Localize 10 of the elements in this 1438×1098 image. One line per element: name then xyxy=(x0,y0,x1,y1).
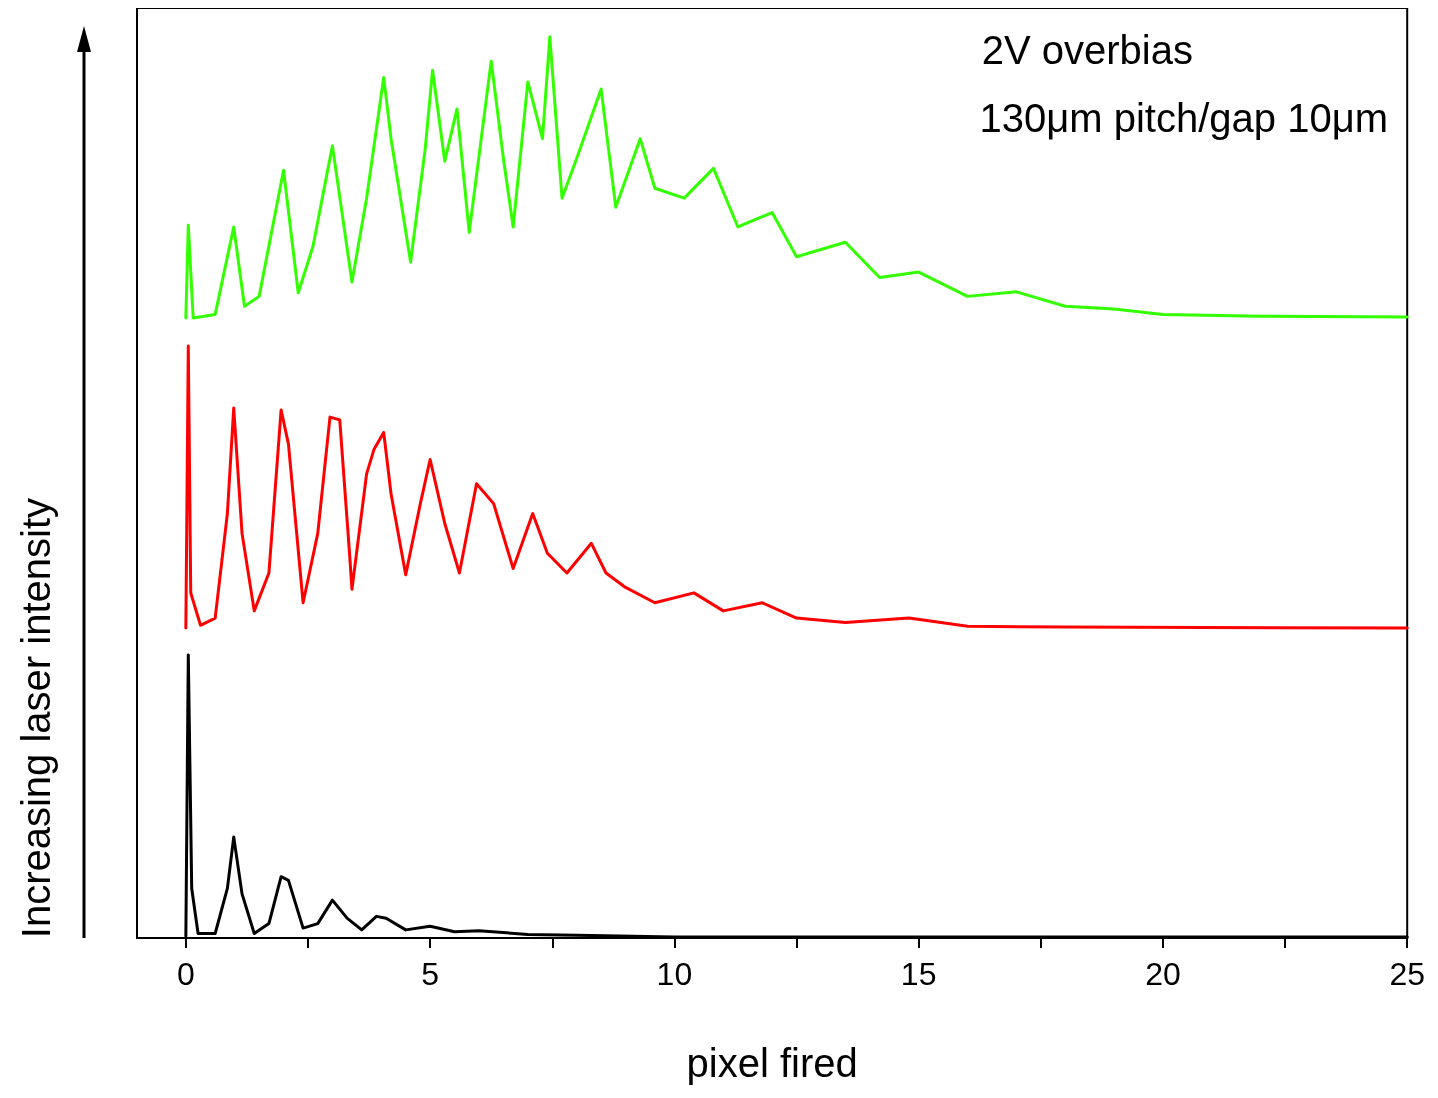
annotation: 2V overbias xyxy=(981,28,1193,72)
x-tick-label: 5 xyxy=(421,956,440,992)
x-tick-label: 25 xyxy=(1389,956,1425,992)
x-tick-label: 10 xyxy=(656,956,693,992)
y-axis-title: Increasing laser intensity xyxy=(14,498,58,939)
annotation: 130μm pitch/gap 10μm xyxy=(979,96,1389,140)
x-tick-label: 15 xyxy=(900,956,937,992)
x-tick-label: 20 xyxy=(1145,956,1181,992)
x-tick-label: 0 xyxy=(176,956,195,992)
x-axis-title: pixel fired xyxy=(686,1041,858,1085)
